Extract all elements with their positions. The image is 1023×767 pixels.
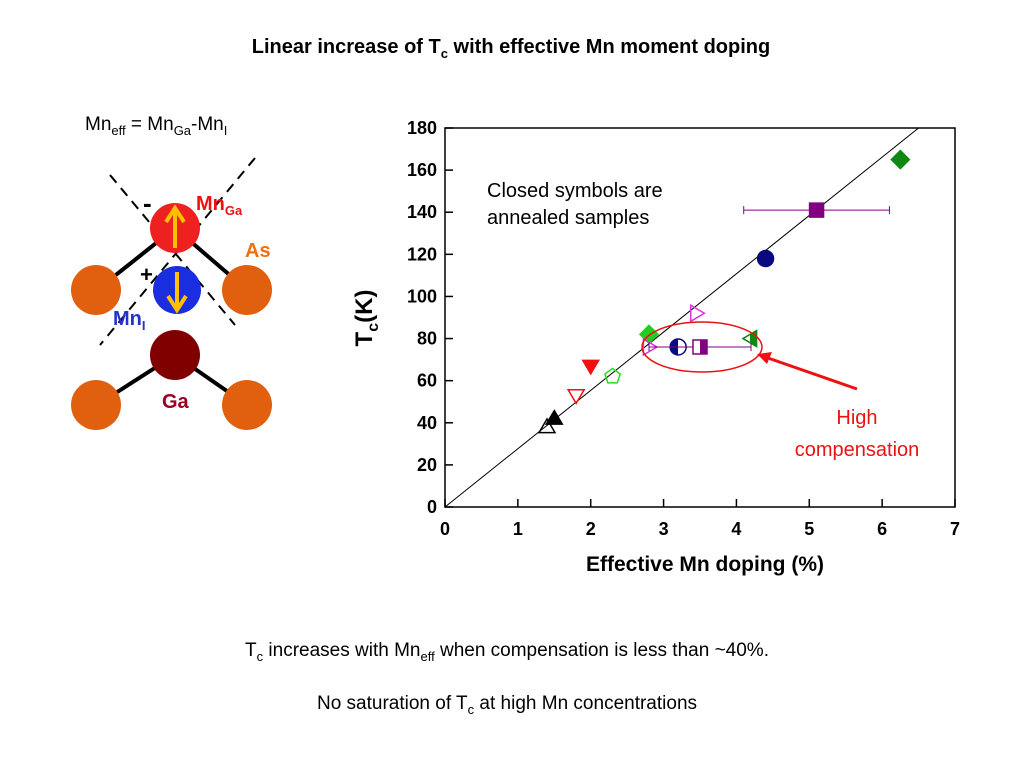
marker	[581, 359, 601, 376]
y-tick-label: 160	[407, 160, 437, 180]
label-sub: I	[142, 318, 146, 333]
footer-part: at high Mn concentrations	[474, 693, 697, 714]
fit-line	[444, 127, 919, 508]
y-tick-label: 100	[407, 286, 437, 306]
formula-part: = Mn	[126, 114, 174, 135]
as-atom	[71, 380, 121, 430]
formula-part: -Mn	[191, 114, 224, 135]
footer-line: No saturation of Tc at high Mn concentra…	[317, 693, 697, 717]
arrow-head	[757, 352, 772, 364]
footer-part: No saturation of T	[317, 693, 468, 714]
spin-down	[166, 272, 188, 314]
diagram: Mneff = MnGa-MnI - + MnGa As MnI Ga	[71, 114, 272, 430]
marker	[690, 303, 706, 323]
footer-sub: c	[468, 702, 475, 717]
label-part: T	[351, 331, 378, 346]
label-part: (K)	[351, 290, 378, 323]
footer-part: T	[245, 640, 257, 661]
marker	[692, 339, 708, 355]
y-tick-label: 80	[417, 329, 437, 349]
callout-text: compensation	[795, 439, 920, 461]
highlight-ellipse	[641, 321, 763, 373]
minus: -	[143, 188, 152, 218]
footer-part: when compensation is less than ~40%.	[435, 640, 769, 661]
as-atom	[222, 265, 272, 315]
plot-frame	[444, 127, 956, 508]
label-part: Mn	[113, 308, 142, 330]
as-atom	[222, 380, 272, 430]
y-tick-label: 120	[407, 244, 437, 264]
formula: Mneff = MnGa-MnI	[85, 114, 227, 138]
x-tick-label: 2	[586, 519, 596, 539]
x-tick-label: 6	[877, 519, 887, 539]
marker	[741, 329, 758, 348]
y-tick-label: 180	[407, 118, 437, 138]
footer-sub: eff	[420, 649, 435, 664]
annotation: Closed symbols are	[487, 180, 663, 202]
dashed-line	[109, 174, 236, 326]
annotation: annealed samples	[487, 207, 649, 229]
y-tick-label: 60	[417, 371, 437, 391]
x-tick-label: 7	[950, 519, 960, 539]
x-tick-label: 5	[804, 519, 814, 539]
slide-title: Linear increase of Tc with effective Mn …	[252, 36, 770, 61]
x-tick-label: 1	[513, 519, 523, 539]
ga-label: Ga	[162, 391, 190, 413]
ga-atom	[150, 330, 200, 380]
formula-sub: eff	[111, 123, 126, 138]
mn-ga-label: MnGa	[196, 193, 243, 218]
plus: +	[140, 262, 153, 287]
title-text: Linear increase of T	[252, 36, 441, 58]
y-tick-label: 40	[417, 413, 437, 433]
x-tick-label: 3	[659, 519, 669, 539]
footer-line: Tc increases with Mneff when compensatio…	[245, 640, 769, 664]
x-tick-label: 0	[440, 519, 450, 539]
marker	[756, 249, 775, 268]
formula-sub: Ga	[174, 123, 192, 138]
marker	[890, 149, 911, 170]
callout-text: High	[836, 407, 877, 429]
marker	[604, 367, 622, 384]
mn-i-label: MnI	[113, 308, 146, 333]
label-part: Mn	[196, 193, 225, 215]
marker	[544, 409, 564, 425]
marker	[808, 202, 825, 218]
as-atom	[71, 265, 121, 315]
plot: 0 1 2 3 4 5 6 7 0 20 40 60 80 100 120 140 160 180	[407, 118, 960, 539]
spin-up	[164, 204, 186, 248]
y-axis-label: Tc(K)	[351, 290, 382, 347]
x-tick-label: 4	[731, 519, 741, 539]
footer-sub: c	[257, 649, 264, 664]
title-text: with effective Mn moment doping	[448, 36, 770, 58]
x-axis-label: Effective Mn doping (%)	[586, 553, 824, 576]
title-sub: c	[441, 46, 448, 61]
y-tick-label: 20	[417, 455, 437, 475]
y-tick-label: 0	[427, 497, 437, 517]
label-sub: Ga	[225, 203, 243, 218]
formula-sub: I	[224, 123, 228, 138]
formula-part: Mn	[85, 114, 111, 135]
footer-part: increases with Mn	[263, 640, 420, 661]
label-sub: c	[365, 323, 382, 332]
marker	[537, 417, 557, 434]
y-tick-label: 140	[407, 202, 437, 222]
marker	[642, 337, 659, 357]
as-label: As	[245, 240, 271, 262]
callout-arrow	[767, 356, 858, 391]
marker	[566, 389, 586, 405]
